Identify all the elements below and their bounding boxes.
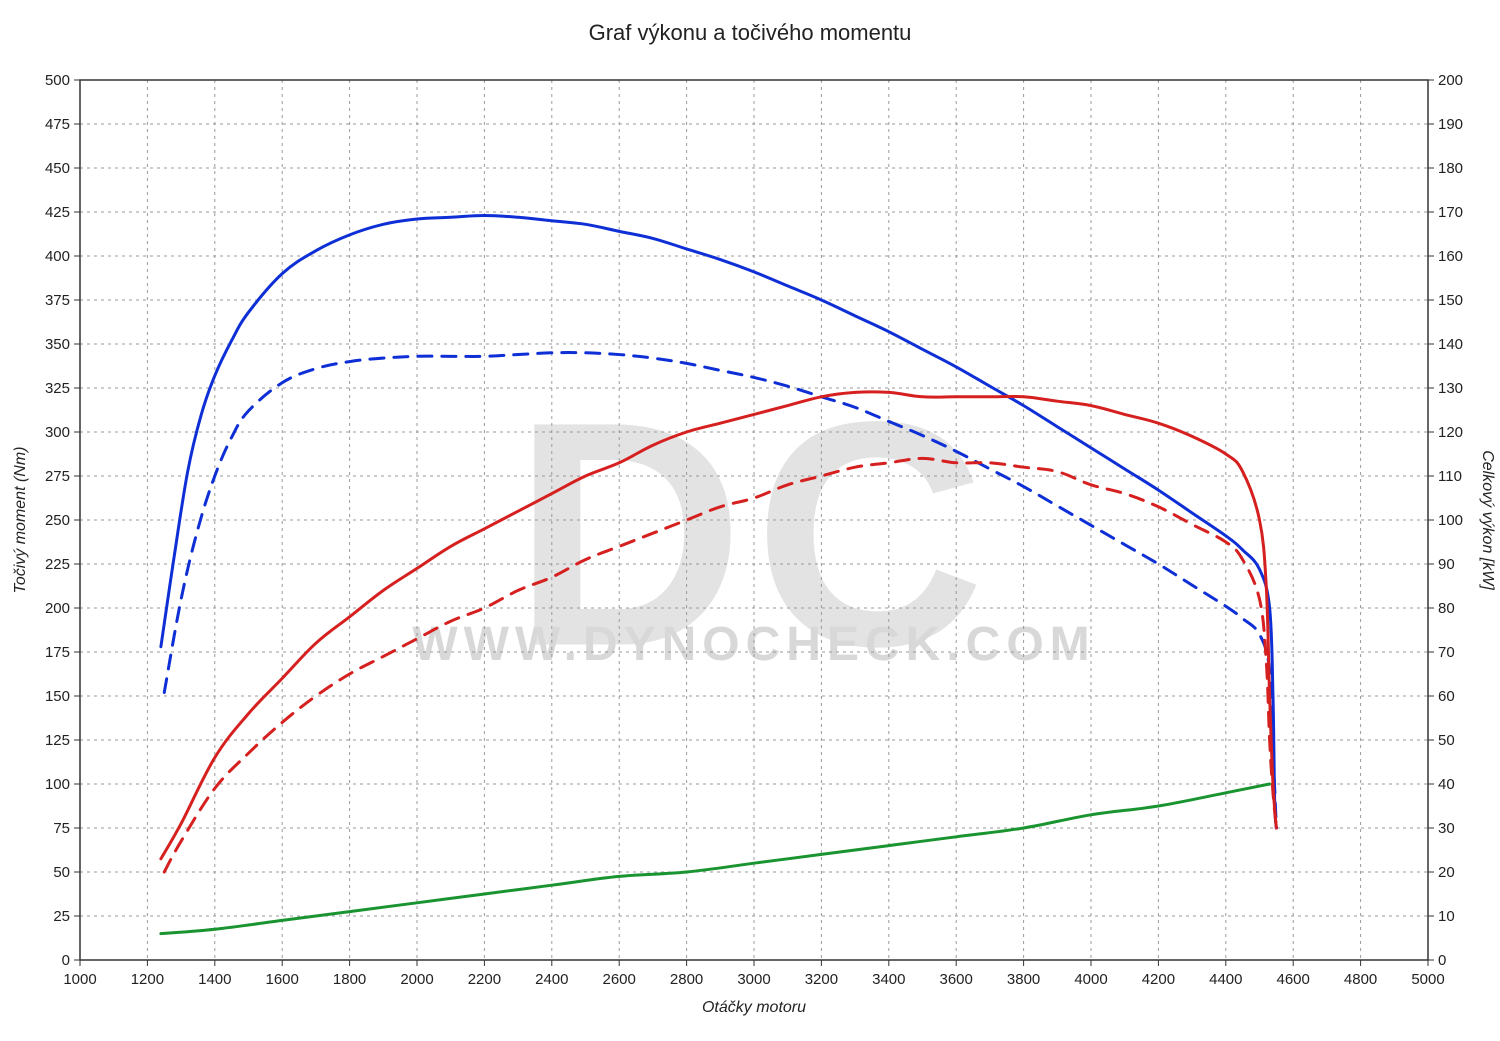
y-left-tick-label: 225	[45, 556, 70, 573]
y-right-tick-label: 110	[1438, 468, 1462, 485]
y-right-tick-label: 70	[1438, 644, 1455, 661]
y-right-tick-label: 190	[1438, 116, 1463, 133]
y-right-tick-label: 150	[1438, 292, 1463, 309]
y-left-tick-label: 125	[45, 732, 70, 749]
x-tick-label: 4400	[1209, 971, 1242, 988]
y-left-tick-label: 325	[45, 380, 70, 397]
x-tick-label: 3400	[872, 971, 905, 988]
y-left-tick-label: 400	[45, 248, 70, 265]
y-left-tick-label: 350	[45, 336, 70, 353]
y-left-tick-label: 275	[45, 468, 70, 485]
y-left-tick-label: 175	[45, 644, 70, 661]
y-left-tick-label: 300	[45, 424, 70, 441]
y-left-tick-label: 475	[45, 116, 70, 133]
y-right-tick-label: 40	[1438, 776, 1455, 793]
x-tick-label: 3000	[737, 971, 770, 988]
x-tick-label: 2200	[468, 971, 501, 988]
y-right-tick-label: 120	[1438, 424, 1463, 441]
y-left-tick-label: 100	[45, 776, 70, 793]
y-right-tick-label: 140	[1438, 336, 1463, 353]
y-left-tick-label: 450	[45, 160, 70, 177]
y-right-tick-label: 200	[1438, 72, 1463, 89]
x-tick-label: 2800	[670, 971, 703, 988]
y-left-tick-label: 425	[45, 204, 70, 221]
chart-svg: DCWWW.DYNOCHECK.COM100012001400160018002…	[0, 0, 1500, 1041]
dyno-chart: DCWWW.DYNOCHECK.COM100012001400160018002…	[0, 0, 1500, 1041]
x-tick-label: 4800	[1344, 971, 1377, 988]
x-tick-label: 4200	[1142, 971, 1175, 988]
y-right-tick-label: 80	[1438, 600, 1455, 617]
y-right-tick-label: 10	[1438, 908, 1455, 925]
x-axis-label: Otáčky motoru	[702, 999, 806, 1016]
x-tick-label: 1200	[131, 971, 164, 988]
y-left-axis-label: Točivý moment (Nm)	[12, 447, 29, 594]
x-tick-label: 2400	[535, 971, 568, 988]
y-right-tick-label: 0	[1438, 952, 1446, 969]
x-tick-label: 1000	[63, 971, 96, 988]
x-tick-label: 4600	[1277, 971, 1310, 988]
x-tick-label: 5000	[1411, 971, 1444, 988]
x-tick-label: 3800	[1007, 971, 1040, 988]
y-left-tick-label: 25	[53, 908, 70, 925]
watermark: DCWWW.DYNOCHECK.COM	[412, 355, 1095, 713]
y-left-tick-label: 75	[53, 820, 70, 837]
x-tick-label: 3600	[940, 971, 973, 988]
y-right-axis-label: Celkový výkon [kW]	[1479, 450, 1496, 590]
x-tick-label: 2600	[603, 971, 636, 988]
y-right-tick-label: 100	[1438, 512, 1463, 529]
y-left-tick-label: 50	[53, 864, 70, 881]
y-right-tick-label: 30	[1438, 820, 1455, 837]
x-tick-label: 1400	[198, 971, 231, 988]
y-left-tick-label: 500	[45, 72, 70, 89]
y-left-tick-label: 200	[45, 600, 70, 617]
y-right-tick-label: 50	[1438, 732, 1455, 749]
y-right-tick-label: 60	[1438, 688, 1455, 705]
x-tick-label: 3200	[805, 971, 838, 988]
y-right-tick-label: 180	[1438, 160, 1463, 177]
x-tick-label: 4000	[1074, 971, 1107, 988]
y-right-tick-label: 130	[1438, 380, 1463, 397]
y-right-tick-label: 160	[1438, 248, 1463, 265]
x-tick-label: 1600	[266, 971, 299, 988]
y-left-tick-label: 0	[62, 952, 70, 969]
x-tick-label: 2000	[400, 971, 433, 988]
y-left-tick-label: 250	[45, 512, 70, 529]
y-left-tick-label: 375	[45, 292, 70, 309]
y-right-tick-label: 90	[1438, 556, 1455, 573]
y-right-tick-label: 170	[1438, 204, 1463, 221]
x-tick-label: 1800	[333, 971, 366, 988]
chart-title: Graf výkonu a točivého momentu	[589, 20, 912, 45]
y-right-tick-label: 20	[1438, 864, 1455, 881]
y-left-tick-label: 150	[45, 688, 70, 705]
